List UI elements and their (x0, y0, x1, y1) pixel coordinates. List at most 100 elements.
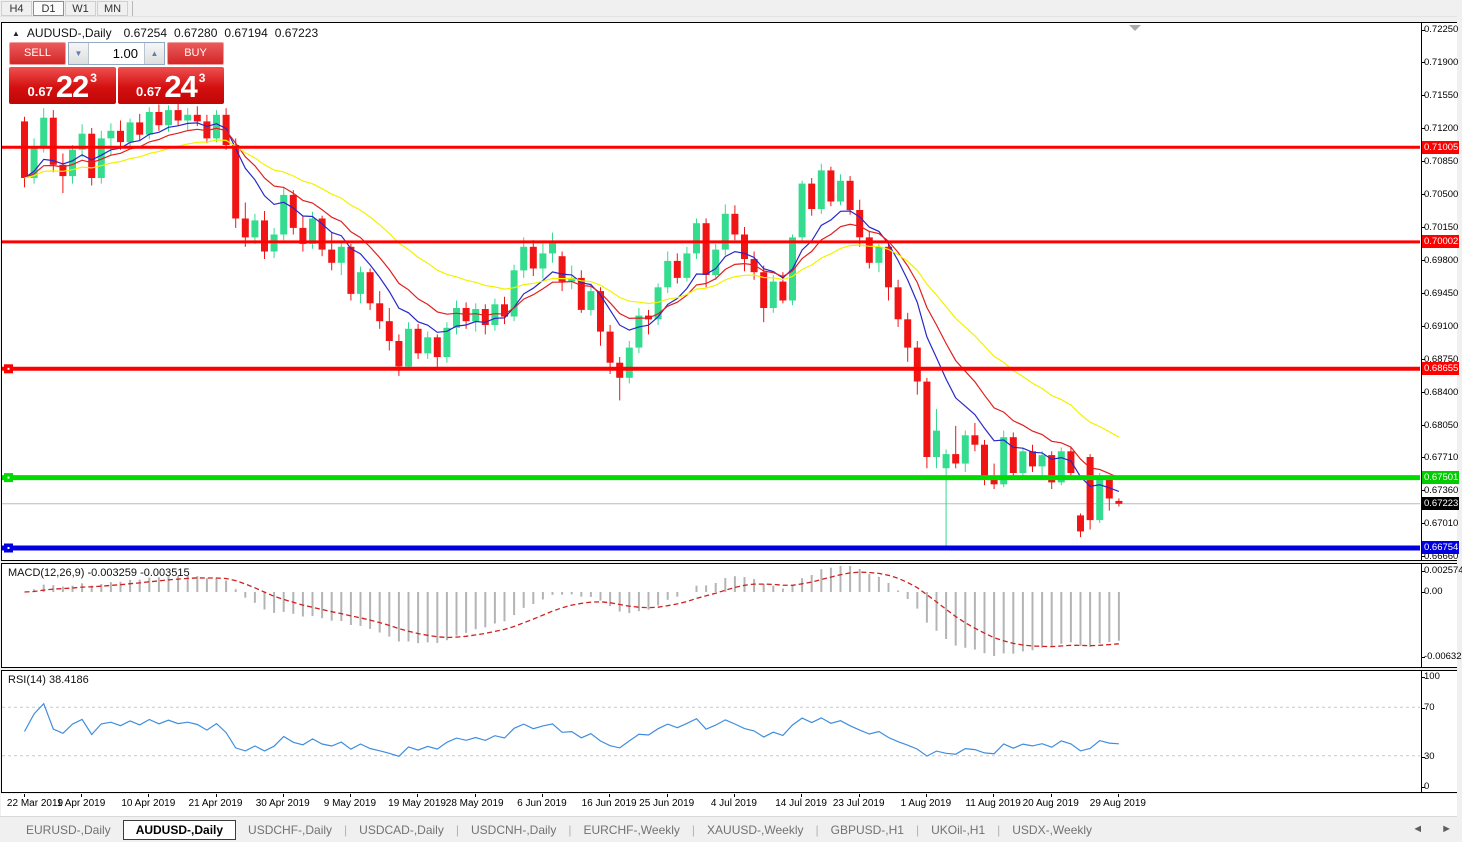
sell-price-big: 22 (55, 69, 89, 104)
time-tick: 21 Apr 2019 (188, 798, 243, 809)
tab-eurusd-daily[interactable]: EURUSD-,Daily (26, 822, 111, 837)
price-badge-0.66754: 0.66754 (1422, 541, 1459, 555)
tab-gbpusd-h1[interactable]: GBPUSD-,H1 (830, 822, 904, 837)
horizontal-lines[interactable] (2, 145, 1420, 553)
time-tick-mark (215, 794, 217, 797)
tab-audusd-daily[interactable]: AUDUSD-,Daily (122, 819, 237, 840)
tab-eurchf-weekly[interactable]: EURCHF-,Weekly (583, 822, 680, 837)
tf-button-mn[interactable]: MN (97, 0, 128, 16)
ema-fast-line (24, 122, 1120, 492)
rsi-pane[interactable] (1, 670, 1457, 793)
time-tick-mark (858, 794, 860, 797)
tab-usdx-weekly[interactable]: USDX-,Weekly (1012, 822, 1093, 837)
rsi-tick: 0 (1424, 781, 1430, 792)
tab-ukoil-h1[interactable]: UKOil-,H1 (931, 822, 986, 837)
rsi-tick: 100 (1424, 671, 1440, 682)
time-tick: 23 Jul 2019 (832, 798, 885, 809)
buy-price-display[interactable]: 0.67 24 3 (117, 67, 224, 104)
tab-separator: | (568, 822, 572, 837)
price-tick: 0.69100 (1424, 320, 1459, 332)
time-tick: 19 May 2019 (388, 798, 446, 809)
time-tick-mark (541, 794, 543, 797)
time-tick-mark (609, 794, 611, 797)
time-tick-mark (801, 794, 803, 797)
time-tick-mark (993, 794, 995, 797)
price-tick-mark (1421, 62, 1425, 64)
price-tick: 0.70850 (1424, 155, 1459, 167)
tf-button-d1[interactable]: D1 (33, 0, 64, 16)
price-badge-0.71005: 0.71005 (1422, 140, 1459, 154)
price-tick: 0.67010 (1424, 517, 1459, 529)
ema-slow-line (24, 139, 1120, 438)
buy-price-sup: 3 (198, 71, 206, 85)
price-tick: 0.67360 (1424, 484, 1459, 496)
time-tick: 1 Apr 2019 (56, 798, 106, 809)
rsi-tick-mark (1421, 756, 1425, 758)
tab-usdcad-daily[interactable]: USDCAD-,Daily (359, 822, 444, 837)
rsi-line (23, 702, 1119, 757)
time-tick-mark (474, 794, 476, 797)
time-tick-mark (349, 794, 351, 797)
volume-field[interactable]: 1.00 (112, 46, 138, 61)
macd-histogram (33, 566, 1120, 656)
time-tick-mark (733, 794, 735, 797)
ohlc-high: 0.67280 (174, 26, 218, 40)
ohlc-close: 0.67223 (274, 26, 319, 40)
volume-increase-icon[interactable]: ▲ (144, 43, 164, 64)
price-badge-0.67501: 0.67501 (1422, 471, 1459, 485)
rsi-tick-mark (1421, 676, 1425, 678)
time-tick: 25 Jun 2019 (639, 798, 695, 809)
price-tick-mark (1421, 523, 1425, 525)
price-tick: 0.68400 (1424, 386, 1459, 398)
price-tick-mark (1421, 457, 1425, 459)
ema-mid-line (24, 127, 1120, 479)
time-tick: 6 Jun 2019 (517, 798, 567, 809)
time-axis[interactable]: 22 Mar 2019 1 Apr 2019 10 Apr 2019 21 Apr 2… (1, 794, 1457, 816)
price-chart-pane[interactable] (1, 22, 1457, 561)
sell-button[interactable]: SELL (9, 42, 66, 65)
price-tick-mark (1421, 95, 1425, 97)
tab-scroll-right-icon[interactable]: ► (1441, 823, 1452, 835)
time-tick-mark (81, 794, 83, 797)
timeframe-toolbar: H4 D1 W1 MN (0, 0, 1462, 17)
time-tick: 11 Aug 2019 (965, 798, 1021, 809)
time-tick-mark (148, 794, 150, 797)
volume-decrease-icon[interactable]: ▼ (69, 43, 89, 64)
sell-price-display[interactable]: 0.67 22 3 (9, 67, 116, 104)
price-tick-mark (1421, 194, 1425, 196)
candlestick-chart[interactable] (2, 23, 1422, 560)
time-tick: 20 Aug 2019 (1022, 798, 1079, 809)
price-tick: 0.69800 (1424, 254, 1459, 266)
tab-xauusd-weekly[interactable]: XAUUSD-,Weekly (707, 822, 804, 837)
macd-tick: 0.002574 (1424, 565, 1462, 576)
volume-spinner: ▼ 1.00 ▲ (68, 42, 165, 65)
price-tick-mark (1421, 490, 1425, 492)
macd-pane[interactable] (1, 563, 1457, 668)
buy-button[interactable]: BUY (167, 42, 224, 65)
tab-usdchf-daily[interactable]: USDCHF-,Daily (248, 822, 333, 837)
price-badge-0.68655: 0.68655 (1422, 362, 1459, 376)
time-tick: 28 May 2019 (445, 798, 504, 809)
price-tick-mark (1421, 227, 1425, 229)
price-tick-mark (1421, 260, 1425, 262)
price-axis-border (1421, 23, 1422, 560)
tf-button-h4[interactable]: H4 (1, 0, 32, 16)
price-tick: 0.67710 (1424, 451, 1459, 463)
macd-chart (24, 566, 1120, 656)
rsi-chart (2, 702, 1420, 757)
rsi-tick: 70 (1424, 702, 1435, 713)
collapse-panel-icon[interactable]: ▲ (12, 28, 20, 38)
tf-button-w1[interactable]: W1 (65, 0, 96, 16)
time-tick: 16 Jun 2019 (581, 798, 637, 809)
tab-scroll-arrows: ◄ ► (1412, 823, 1452, 835)
price-tick: 0.70150 (1424, 221, 1459, 233)
tab-scroll-left-icon[interactable]: ◄ (1412, 823, 1424, 835)
macd-tick: 0.00 (1424, 586, 1443, 597)
tab-separator: | (344, 822, 348, 837)
chart-shift-marker-icon[interactable] (1129, 25, 1141, 31)
symbol-ohlc-line: ▲ AUDUSD-,Daily 0.67254 0.67280 0.67194 … (12, 26, 325, 40)
macd-tick-mark (1421, 591, 1425, 593)
tab-usdcnh-daily[interactable]: USDCNH-,Daily (470, 822, 557, 837)
price-tick: 0.70500 (1424, 188, 1459, 200)
